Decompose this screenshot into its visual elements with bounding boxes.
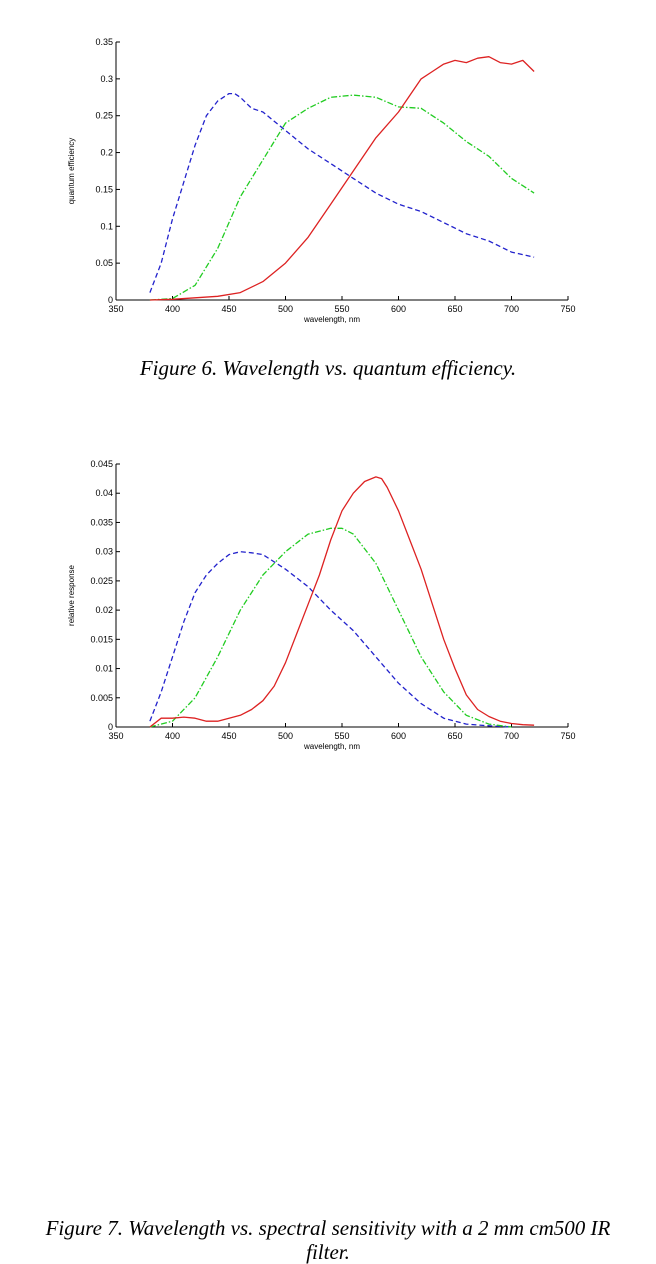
series-line-1 <box>149 527 512 728</box>
y-tick-label: 0.35 <box>95 37 113 47</box>
y-tick-label: 0.25 <box>95 111 113 121</box>
figure-6-caption: Figure 6. Wavelength vs. quantum efficie… <box>139 356 517 380</box>
x-tick-label: 750 <box>560 304 575 314</box>
y-tick-label: 0.02 <box>95 605 113 615</box>
y-tick-label: 0.03 <box>95 547 113 557</box>
y-tick-label: 0.025 <box>90 576 113 586</box>
x-tick-label: 600 <box>391 304 406 314</box>
y-tick-label: 0.045 <box>90 459 113 469</box>
x-axis-label: wavelength, nm <box>303 315 360 324</box>
figure-7-caption: Figure 7. Wavelength vs. spectral sensit… <box>45 1216 611 1264</box>
x-tick-label: 350 <box>108 304 123 314</box>
x-tick-label: 600 <box>391 731 406 741</box>
x-tick-label: 400 <box>165 304 180 314</box>
series-line-0 <box>149 551 512 728</box>
y-tick-label: 0.05 <box>95 258 113 268</box>
x-tick-label: 500 <box>278 304 293 314</box>
y-tick-label: 0.3 <box>100 74 113 84</box>
x-tick-label: 700 <box>504 304 519 314</box>
figure-6: 350 400 450 500 550 600 650 700 750 0 0.05 0.1 0.15 0… <box>0 0 656 400</box>
y-tick-label: 0.1 <box>100 221 113 231</box>
y-tick-label: 0.015 <box>90 634 113 644</box>
series-line-1 <box>149 94 535 301</box>
x-tick-label: 550 <box>334 304 349 314</box>
x-tick-label: 450 <box>221 731 236 741</box>
x-tick-label: 350 <box>108 731 123 741</box>
x-tick-label: 550 <box>334 731 349 741</box>
x-axis-label: wavelength, nm <box>303 742 360 751</box>
x-tick-label: 650 <box>447 731 462 741</box>
y-tick-label: 0.04 <box>95 488 113 498</box>
x-tick-label: 400 <box>165 731 180 741</box>
y-tick-label: 0.035 <box>90 517 113 527</box>
y-tick-label: 0.005 <box>90 693 113 703</box>
y-tick-label: 0.15 <box>95 184 113 194</box>
y-tick-label: 0.01 <box>95 664 113 674</box>
figure-7: 350 400 450 500 550 600 650 700 750 0 0.005 0.01 0.0… <box>0 440 656 1264</box>
quantum-efficiency-chart: 350 400 450 500 550 600 650 700 750 0 0.05 0.1 0.15 0… <box>67 37 576 324</box>
series-line-2 <box>149 476 535 728</box>
x-tick-label: 750 <box>560 731 575 741</box>
relative-response-chart: 350 400 450 500 550 600 650 700 750 0 0.005 0.01 0.0… <box>67 459 576 751</box>
series-line-0 <box>149 92 535 293</box>
x-tick-label: 650 <box>447 304 462 314</box>
series-line-2 <box>149 56 535 301</box>
y-axis-label: relative response <box>67 564 76 625</box>
x-tick-label: 500 <box>278 731 293 741</box>
y-tick-label: 0 <box>108 722 113 732</box>
y-axis-label: quantum efficiency <box>67 138 76 205</box>
y-tick-label: 0.2 <box>100 148 113 158</box>
y-tick-label: 0 <box>108 295 113 305</box>
x-tick-label: 700 <box>504 731 519 741</box>
x-tick-label: 450 <box>221 304 236 314</box>
